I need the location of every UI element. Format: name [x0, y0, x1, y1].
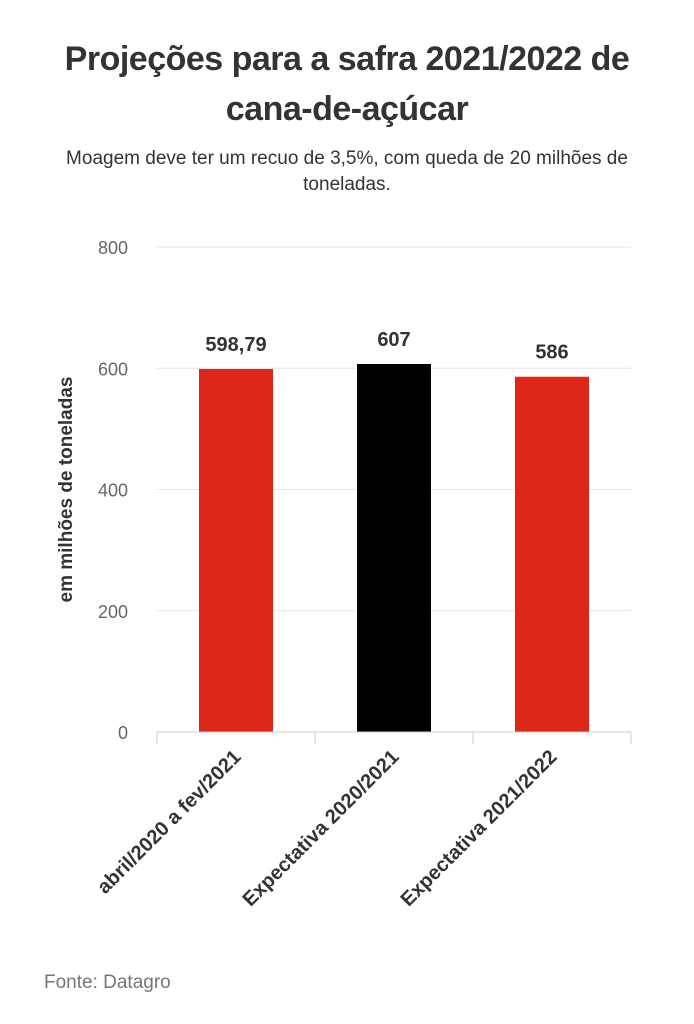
- x-tick-label: Expectativa 2021/2022: [397, 746, 562, 911]
- y-tick-label: 0: [118, 723, 128, 743]
- y-tick-label: 400: [98, 481, 128, 501]
- bar: [515, 376, 589, 732]
- chart-title: Projeções para a safra 2021/2022 de cana…: [64, 40, 630, 128]
- bar: [199, 368, 273, 732]
- x-tick-label: Expectativa 2020/2021: [239, 746, 404, 911]
- y-tick-label: 600: [98, 359, 128, 379]
- data-label: 607: [377, 329, 410, 351]
- bars: [199, 364, 589, 732]
- y-tick-label: 200: [98, 602, 128, 622]
- chart-subtitle: Moagem deve ter um recuo de 3,5%, com qu…: [66, 148, 628, 195]
- data-label: 598,79: [205, 334, 266, 356]
- y-axis-title: em milhões de toneladas: [56, 377, 77, 603]
- y-tick-label: 800: [98, 238, 128, 258]
- x-tick-label: abril/2020 a fev/2021: [93, 746, 245, 898]
- axes: [156, 731, 632, 744]
- source-note: Fonte: Datagro: [44, 972, 171, 993]
- data-label: 586: [535, 342, 568, 364]
- bar: [357, 364, 431, 732]
- labels: 0 200 400 600 800 598,79 abril/2020 a fev/2021…: [56, 238, 569, 911]
